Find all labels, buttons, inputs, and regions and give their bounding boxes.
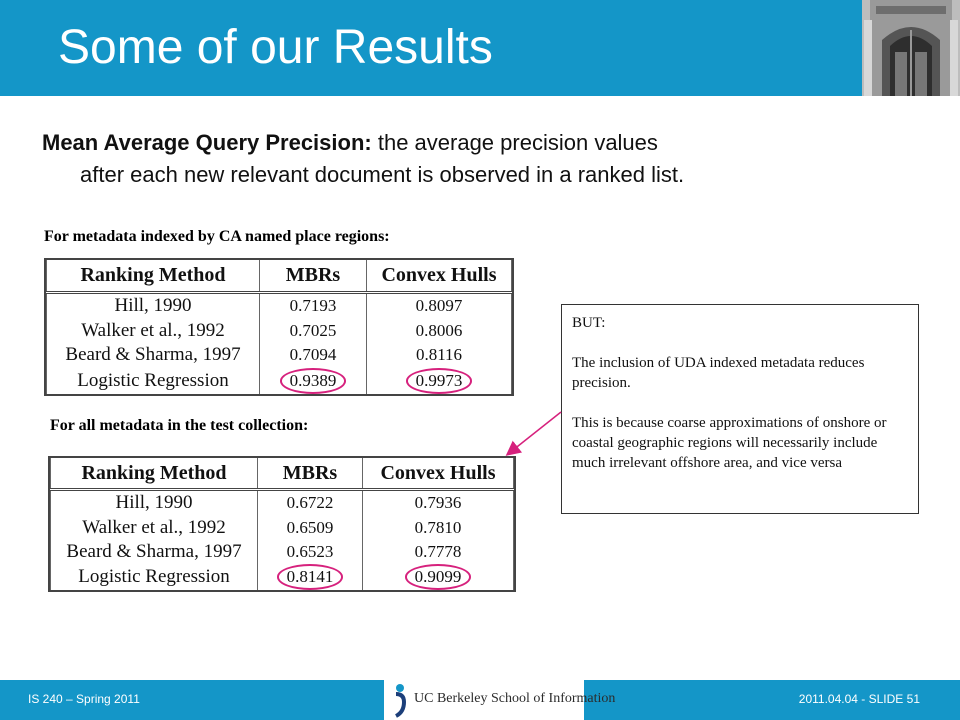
results-table-all: Ranking Method MBRs Convex Hulls Hill, 1… bbox=[48, 456, 516, 592]
highlight-circle-hull: 0.9973 bbox=[405, 367, 473, 394]
cell-mbr: 0.7094 bbox=[259, 342, 367, 368]
table1-caption: For metadata indexed by CA named place r… bbox=[44, 228, 390, 245]
lead-paragraph: Mean Average Query Precision: the averag… bbox=[42, 127, 842, 191]
footer-slide-number: 2011.04.04 - SLIDE 51 bbox=[798, 692, 920, 706]
footer-course: IS 240 – Spring 2011 bbox=[28, 692, 140, 706]
table-row: Logistic Regression 0.9389 0.9973 bbox=[46, 367, 512, 394]
cell-hull: 0.8116 bbox=[366, 342, 512, 368]
cell-method: Hill, 1990 bbox=[46, 292, 260, 319]
highlight-circle-hull: 0.9099 bbox=[404, 563, 472, 590]
cell-method: Walker et al., 1992 bbox=[50, 515, 258, 540]
cell-hull: 0.7778 bbox=[362, 539, 514, 564]
callout-text: The inclusion of UDA indexed metadata re… bbox=[572, 355, 865, 391]
callout-note: BUT: The inclusion of UDA indexed metada… bbox=[561, 304, 919, 514]
cell-hull: 0.7936 bbox=[362, 489, 514, 516]
cell-hull: 0.8097 bbox=[366, 292, 512, 319]
callout-heading: BUT: bbox=[572, 315, 606, 331]
cell-method: Beard & Sharma, 1997 bbox=[50, 539, 258, 564]
cell-hull: 0.7810 bbox=[362, 515, 514, 540]
cell-mbr: 0.7025 bbox=[259, 318, 367, 343]
header-bar: Some of our Results bbox=[0, 0, 862, 96]
cell-mbr: 0.7193 bbox=[259, 292, 367, 319]
table-row: Walker et al., 1992 0.6509 0.7810 bbox=[50, 515, 514, 540]
cell-hull: 0.8006 bbox=[366, 318, 512, 343]
cell-mbr: 0.6509 bbox=[257, 515, 363, 540]
cell-method: Logistic Regression bbox=[46, 367, 260, 394]
table-row: Logistic Regression 0.8141 0.9099 bbox=[50, 563, 514, 590]
table-row: Beard & Sharma, 1997 0.6523 0.7778 bbox=[50, 539, 514, 564]
slide-title: Some of our Results bbox=[58, 21, 493, 74]
lead-line1: the average precision values bbox=[371, 130, 658, 155]
table-header-row: Ranking Method MBRs Convex Hulls bbox=[46, 260, 512, 294]
table2-caption: For all metadata in the test collection: bbox=[50, 417, 309, 434]
col-header: Convex Hulls bbox=[362, 458, 514, 492]
cell-method: Hill, 1990 bbox=[50, 489, 258, 516]
table-row: Hill, 1990 0.7193 0.8097 bbox=[46, 292, 512, 319]
results-table-ca: Ranking Method MBRs Convex Hulls Hill, 1… bbox=[44, 258, 514, 396]
ischool-logo-icon bbox=[395, 684, 407, 718]
table-row: Hill, 1990 0.6722 0.7936 bbox=[50, 489, 514, 516]
lead-term: Mean Average Query Precision: bbox=[42, 130, 372, 155]
cell-mbr: 0.6722 bbox=[257, 489, 363, 516]
lead-line2: after each new relevant document is obse… bbox=[80, 162, 685, 187]
col-header: MBRs bbox=[257, 458, 363, 492]
callout-text: This is because coarse approximations of… bbox=[572, 415, 887, 471]
highlight-circle-mbr: 0.8141 bbox=[276, 563, 344, 590]
col-header: Ranking Method bbox=[46, 260, 260, 294]
cell-mbr: 0.6523 bbox=[257, 539, 363, 564]
highlight-circle-mbr: 0.9389 bbox=[279, 367, 347, 394]
table-header-row: Ranking Method MBRs Convex Hulls bbox=[50, 458, 514, 492]
col-header: MBRs bbox=[259, 260, 367, 294]
cell-method: Logistic Regression bbox=[50, 563, 258, 590]
table-row: Walker et al., 1992 0.7025 0.8006 bbox=[46, 318, 512, 343]
ischool-logo: UC Berkeley School of Information bbox=[384, 680, 615, 720]
building-photo bbox=[862, 0, 960, 96]
cell-method: Walker et al., 1992 bbox=[46, 318, 260, 343]
cell-method: Beard & Sharma, 1997 bbox=[46, 342, 260, 368]
table-row: Beard & Sharma, 1997 0.7094 0.8116 bbox=[46, 342, 512, 368]
col-header: Convex Hulls bbox=[366, 260, 512, 294]
col-header: Ranking Method bbox=[50, 458, 258, 492]
logo-text: UC Berkeley School of Information bbox=[414, 691, 616, 706]
